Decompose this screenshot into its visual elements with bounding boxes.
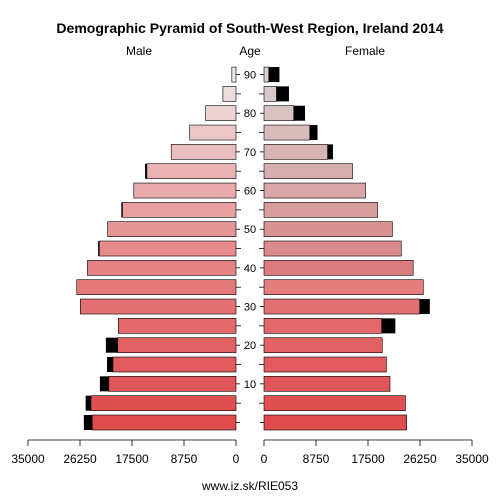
male-extra-15-19 (107, 357, 113, 373)
female-bar-45-49 (263, 240, 402, 257)
male-bar-85-89 (222, 86, 237, 102)
female-bar-70-74 (263, 144, 328, 160)
chart-title: Demographic Pyramid of South-West Region… (56, 20, 443, 36)
male-bar-20-24 (117, 337, 237, 353)
male-bar-50-54 (107, 221, 237, 237)
male-bar-90+ (231, 66, 237, 83)
male-extra-55-59 (121, 202, 123, 218)
male-bar-40-44 (87, 260, 237, 276)
male-bar-45-49 (99, 240, 237, 257)
male-x-tick-label-0: 35000 (11, 452, 45, 466)
male-bar-0-4 (91, 414, 237, 431)
male-label: Male (126, 44, 152, 58)
age-tick-label-10: 10 (244, 379, 256, 391)
female-extra-30-34 (419, 299, 430, 315)
axes-layer: 10 20 30 40 50 60 70 80 90 35000 26250 17500 8750 0 0 8… (11, 70, 489, 466)
female-bar-0-4 (263, 414, 407, 431)
female-x-tick-label-4: 35000 (455, 452, 489, 466)
male-x-tick-label-1: 26250 (63, 452, 97, 466)
female-x-tick-label-2: 17500 (351, 452, 385, 466)
age-tick-label-90: 90 (244, 70, 256, 82)
female-bar-90+ (263, 66, 270, 83)
male-bar-70-74 (170, 144, 237, 160)
bars-layer (76, 66, 430, 431)
male-bar-5-9 (90, 395, 237, 411)
female-bar-20-24 (263, 337, 383, 353)
age-tick-label-70: 70 (244, 147, 256, 159)
male-bar-15-19 (112, 356, 237, 373)
female-bar-25-29 (263, 318, 382, 334)
male-bar-55-59 (122, 202, 237, 218)
male-bar-65-69 (146, 163, 237, 180)
female-bar-15-19 (263, 356, 387, 373)
female-extra-90+ (268, 67, 280, 83)
male-x-tick-label-4: 0 (233, 452, 240, 466)
male-extra-0-4 (83, 415, 93, 430)
female-bar-10-14 (263, 376, 391, 392)
male-extra-20-24 (105, 337, 118, 353)
male-extra-45-49 (98, 241, 100, 257)
male-bar-35-39 (76, 279, 237, 295)
male-bar-60-64 (133, 182, 237, 199)
male-extra-5-9 (85, 395, 91, 411)
age-tick-label-80: 80 (244, 108, 256, 120)
female-extra-80-84 (293, 105, 306, 121)
male-bar-10-14 (108, 376, 237, 392)
female-extra-70-74 (327, 144, 333, 160)
female-bar-60-64 (263, 182, 366, 199)
male-extra-65-69 (145, 163, 147, 179)
footer-source: www.iz.sk/RIE053 (201, 479, 298, 493)
male-bar-25-29 (118, 318, 237, 334)
male-bar-75-79 (189, 124, 237, 141)
female-x-tick-label-3: 26250 (403, 452, 437, 466)
age-tick-label-30: 30 (244, 302, 256, 314)
female-bar-5-9 (263, 395, 406, 411)
female-bar-85-89 (263, 86, 277, 102)
female-bar-40-44 (263, 260, 414, 276)
female-extra-85-89 (276, 86, 289, 102)
male-bar-80-84 (205, 105, 237, 122)
male-bar-30-34 (79, 298, 237, 315)
female-x-tick-label-0: 0 (261, 452, 268, 466)
female-extra-75-79 (309, 125, 318, 141)
age-tick-label-40: 40 (244, 263, 256, 275)
female-bar-80-84 (263, 105, 295, 122)
female-bar-35-39 (263, 279, 424, 295)
male-x-tick-label-3: 8750 (171, 452, 198, 466)
female-x-tick-label-1: 8750 (303, 452, 330, 466)
age-tick-label-50: 50 (244, 224, 256, 236)
age-tick-label-20: 20 (244, 340, 256, 352)
male-extra-10-14 (99, 376, 109, 392)
female-bar-55-59 (263, 202, 378, 218)
male-x-tick-label-2: 17500 (115, 452, 149, 466)
age-label: Age (239, 44, 261, 58)
female-bar-50-54 (263, 221, 393, 237)
female-extra-25-29 (381, 318, 396, 334)
female-label: Female (345, 44, 385, 58)
age-tick-label-60: 60 (244, 186, 256, 198)
female-bar-30-34 (263, 298, 421, 315)
female-bar-65-69 (263, 163, 353, 180)
female-bar-75-79 (263, 124, 311, 141)
